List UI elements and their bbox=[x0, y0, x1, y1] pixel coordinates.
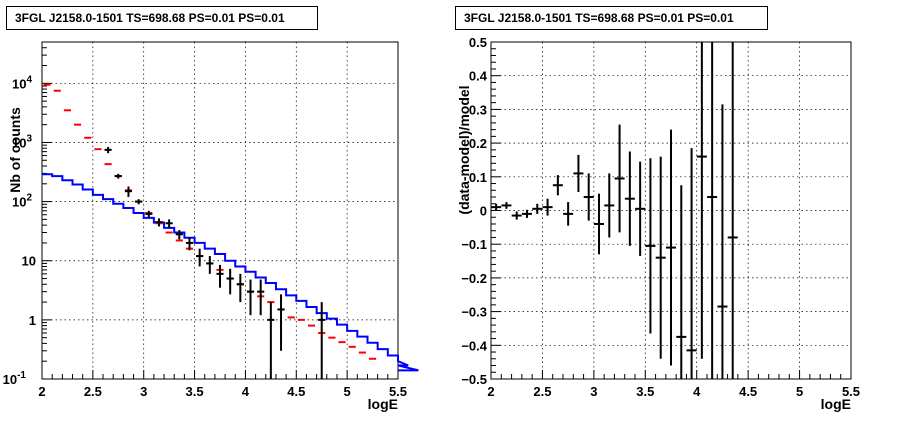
model-step-line bbox=[42, 173, 419, 372]
left-y-axis-label: Nb of counts bbox=[7, 107, 23, 193]
right-y-tick-label: 0 bbox=[480, 204, 487, 219]
right-y-tick-label: 0.1 bbox=[469, 170, 487, 185]
right-x-axis-label: logE bbox=[821, 396, 851, 412]
right-y-tick-label: −0.4 bbox=[461, 338, 487, 353]
left-x-tick-label: 4 bbox=[242, 384, 250, 399]
left-y-tick-label: 102 bbox=[12, 193, 32, 210]
right-y-tick-label: −0.3 bbox=[461, 305, 487, 320]
left-y-tick-label: 103 bbox=[12, 133, 32, 150]
right-chart-title: 3FGL J2158.0-1501 TS=698.68 PS=0.01 PS=0… bbox=[455, 6, 768, 30]
right-x-tick-label: 3.5 bbox=[636, 384, 654, 399]
right-x-tick-label: 5.5 bbox=[842, 384, 860, 399]
left-y-tick-label: 104 bbox=[12, 74, 32, 91]
left-y-tick-label: 10-1 bbox=[3, 370, 27, 387]
right-y-tick-label: −0.2 bbox=[461, 271, 487, 286]
left-x-tick-label: 2.5 bbox=[84, 384, 102, 399]
right-y-tick-label: 0.2 bbox=[469, 136, 487, 151]
left-x-tick-label: 3 bbox=[140, 384, 147, 399]
right-x-tick-label: 3 bbox=[590, 384, 597, 399]
left-y-tick-label: 1 bbox=[29, 313, 36, 328]
right-y-tick-label: 0.5 bbox=[469, 35, 487, 50]
right-y-axis-label: (data-model)/model bbox=[456, 85, 472, 214]
right-y-tick-label: 0.3 bbox=[469, 102, 487, 117]
left-x-tick-label: 4.5 bbox=[287, 384, 305, 399]
left-y-tick-label: 10 bbox=[22, 254, 36, 269]
left-plot-frame bbox=[41, 41, 399, 380]
left-x-tick-label: 5 bbox=[344, 384, 351, 399]
left-x-tick-label: 5.5 bbox=[389, 384, 407, 399]
left-x-tick-label: 2 bbox=[38, 384, 45, 399]
counts-plot: 2 2.5 3 3.5 4 4.5 5 5.5 10-1 1 10 102 103 104 bbox=[3, 41, 419, 399]
right-y-tick-label: −0.5 bbox=[461, 372, 487, 387]
right-x-tick-label: 2 bbox=[487, 384, 494, 399]
left-x-axis-label: logE bbox=[368, 396, 398, 412]
left-x-tick-label: 3.5 bbox=[186, 384, 204, 399]
left-chart-title: 3FGL J2158.0-1501 TS=698.68 PS=0.01 PS=0… bbox=[6, 6, 318, 30]
residuals-plot: 2 2.5 3 3.5 4 4.5 5 5.5 −0.5 −0.4 −0.3 −0.2 −0.1 0 0.1… bbox=[461, 35, 860, 399]
right-y-tick-label: −0.1 bbox=[461, 237, 487, 252]
right-x-tick-label: 4.5 bbox=[739, 384, 757, 399]
right-x-tick-label: 4 bbox=[693, 384, 701, 399]
right-y-tick-label: 0.4 bbox=[469, 69, 488, 84]
right-x-tick-label: 5 bbox=[796, 384, 803, 399]
right-x-tick-label: 2.5 bbox=[533, 384, 551, 399]
